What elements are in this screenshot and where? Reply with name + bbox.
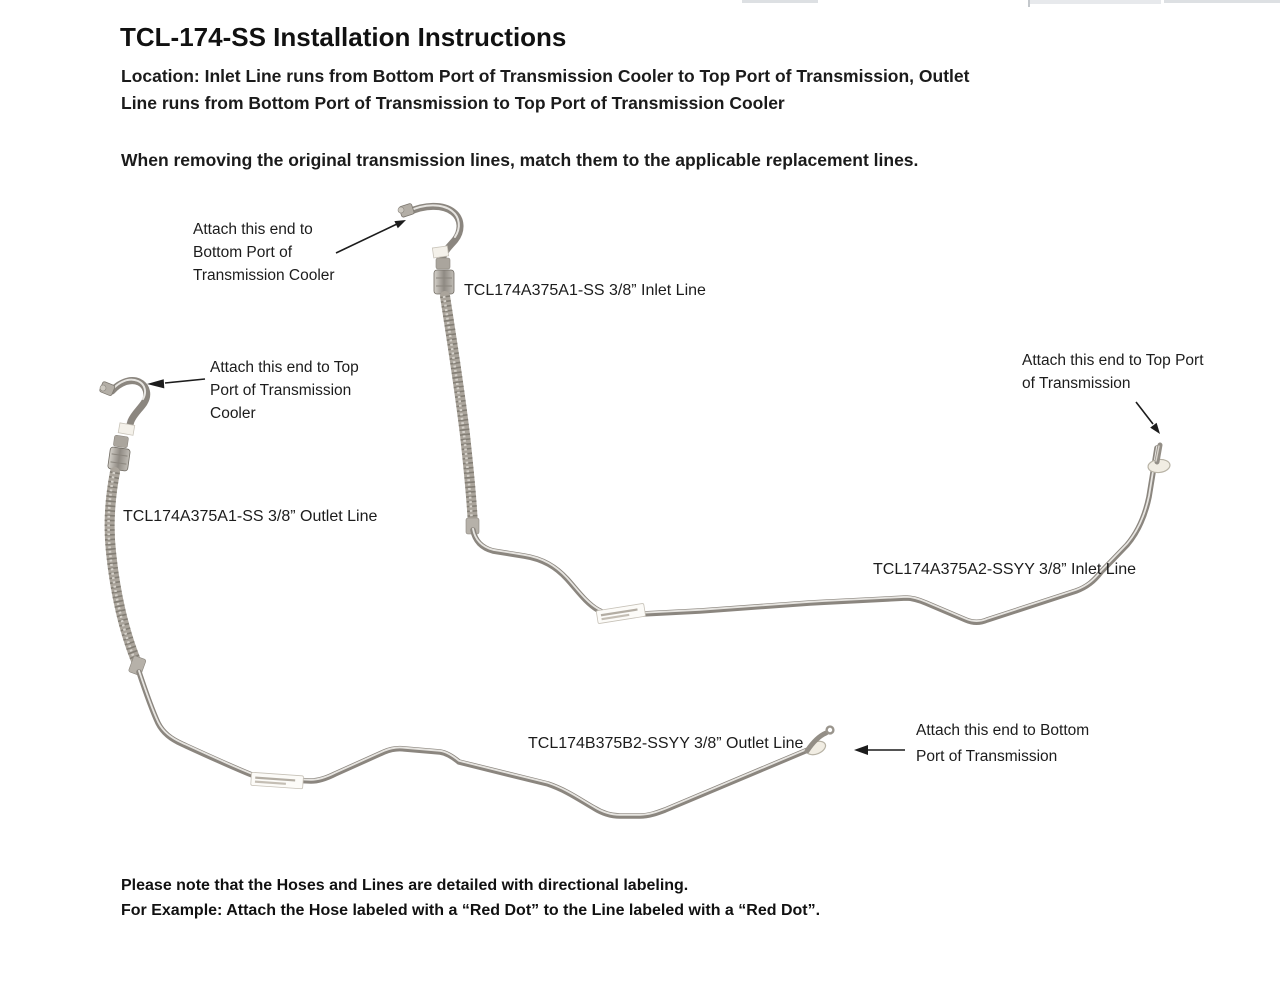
part-label-outlet-line: TCL174B375B2-SSYY 3/8” Outlet Line [528, 735, 804, 752]
part-label-outlet-hose: TCL174A375A1-SS 3/8” Outlet Line [123, 508, 378, 525]
outlet-line-graphic [136, 669, 835, 819]
outlet-hose-braid [104, 467, 142, 668]
outlet-hose-sleeve [128, 655, 147, 676]
footer-note-line2: For Example: Attach the Hose labeled wit… [121, 902, 821, 919]
callout-arrow-transmission-top [1135, 401, 1160, 434]
top-edge-artifact-2-notch [1028, 0, 1030, 7]
callout-arrow-cooler-bottom [335, 220, 406, 254]
inlet-hose-ferrule [435, 257, 451, 270]
footer-note-line1: Please note that the Hoses and Lines are… [121, 877, 689, 894]
top-edge-artifact-1 [742, 0, 818, 3]
inlet-hose-band [431, 245, 450, 259]
part-label-inlet-hose: TCL174A375A1-SS 3/8” Inlet Line [464, 282, 706, 299]
callout-arrow-transmission-bottom [854, 745, 905, 755]
top-edge-artifact-3 [1164, 0, 1280, 3]
page-title: TCL-174-SS Installation Instructions [120, 22, 567, 52]
callout-arrow-cooler-top [147, 378, 206, 389]
top-edge-artifact-2 [1028, 0, 1161, 4]
part-label-inlet-line: TCL174A375A2-SSYY 3/8” Inlet Line [873, 561, 1136, 578]
callout-transmission-bottom: Attach this end to Bottom Port of Transm… [916, 722, 1090, 765]
outlet-hose-end-fitting [99, 381, 116, 396]
inlet-line-graphic [470, 442, 1171, 625]
inlet-hose-braid [440, 291, 478, 532]
location-note: Location: Inlet Line runs from Bottom Po… [121, 66, 970, 113]
removal-note: When removing the original transmission … [121, 150, 919, 170]
callout-transmission-top: Attach this end to Top Port of Transmiss… [1022, 352, 1204, 392]
callout-cooler-bottom: Attach this end to Bottom Port of Transm… [193, 221, 335, 284]
inlet-hose-end-fitting [397, 203, 415, 218]
outlet-line-tag [250, 771, 304, 790]
outlet-line-end-tip [804, 725, 835, 754]
callout-cooler-top: Attach this end to Top Port of Transmiss… [210, 359, 359, 422]
inlet-line-tag [596, 603, 646, 624]
outlet-hose-graphic [99, 377, 151, 676]
outlet-hose-band [117, 422, 136, 436]
outlet-hose-nut [107, 446, 131, 472]
inlet-line-end-tip [1154, 442, 1163, 465]
inlet-hose-graphic [397, 202, 480, 535]
outlet-hose-ferrule [113, 435, 129, 448]
inlet-hose-nut [433, 269, 455, 295]
